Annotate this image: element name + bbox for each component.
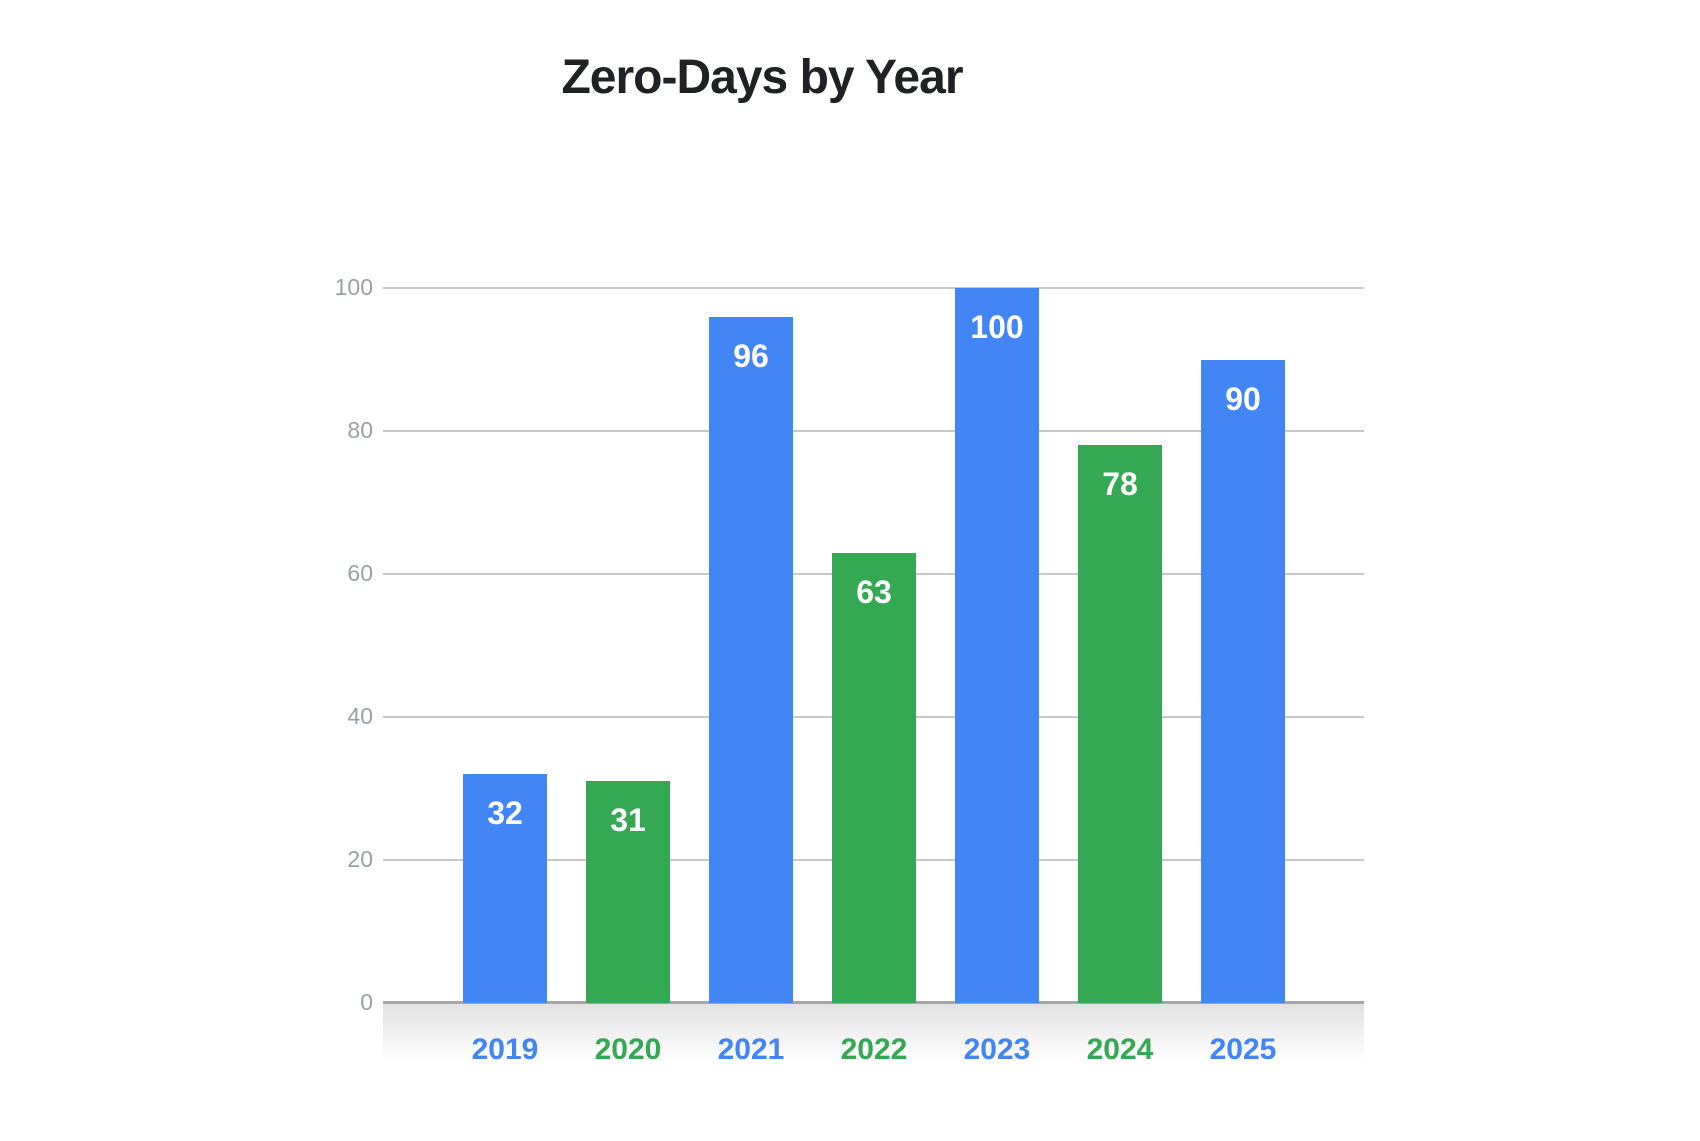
bar-value-label-2025: 90 — [1225, 380, 1261, 417]
y-tick-label-60: 60 — [347, 560, 373, 586]
chart-title: Zero-Days by Year — [561, 51, 963, 104]
y-tick-label-40: 40 — [347, 703, 373, 729]
y-tick-label-0: 0 — [360, 989, 373, 1015]
bar-value-label-2022: 63 — [856, 573, 892, 610]
x-tick-label-2021: 2021 — [717, 1033, 785, 1066]
x-tick-label-2022: 2022 — [840, 1033, 908, 1066]
bar-value-label-2019: 32 — [487, 795, 523, 832]
plot-area: 0 20 40 60 80 100 32 2019 31 2020 96 2021 63 2022 100 2… — [335, 276, 1364, 1066]
y-tick-label-80: 80 — [347, 417, 373, 443]
y-tick-label-20: 20 — [347, 846, 373, 872]
y-tick-label-100: 100 — [334, 274, 373, 300]
bar-value-label-2021: 96 — [733, 337, 769, 374]
bar-2020: 31 — [586, 781, 670, 1003]
axis-gradient-band — [383, 1004, 1364, 1062]
bar-value-label-2023: 100 — [970, 309, 1024, 345]
x-tick-label-2020: 2020 — [594, 1033, 662, 1066]
x-tick-label-2025: 2025 — [1209, 1033, 1277, 1066]
x-tick-label-2023: 2023 — [963, 1033, 1031, 1066]
gridline-100 — [383, 287, 1364, 289]
gridline-80 — [383, 430, 1364, 432]
x-tick-label-2019: 2019 — [471, 1033, 539, 1066]
bar-2023: 100 — [955, 288, 1039, 1003]
chart-title-container: Zero-Days by Year — [0, 50, 1524, 105]
x-tick-label-2024: 2024 — [1086, 1033, 1154, 1066]
bar-2024: 78 — [1078, 445, 1162, 1003]
bar-2025: 90 — [1201, 359, 1285, 1003]
bar-value-label-2020: 31 — [610, 802, 646, 839]
bar-2022: 63 — [832, 552, 916, 1003]
bar-value-label-2024: 78 — [1102, 466, 1138, 503]
bar-2021: 96 — [709, 316, 793, 1003]
bar-2019: 32 — [463, 774, 547, 1003]
